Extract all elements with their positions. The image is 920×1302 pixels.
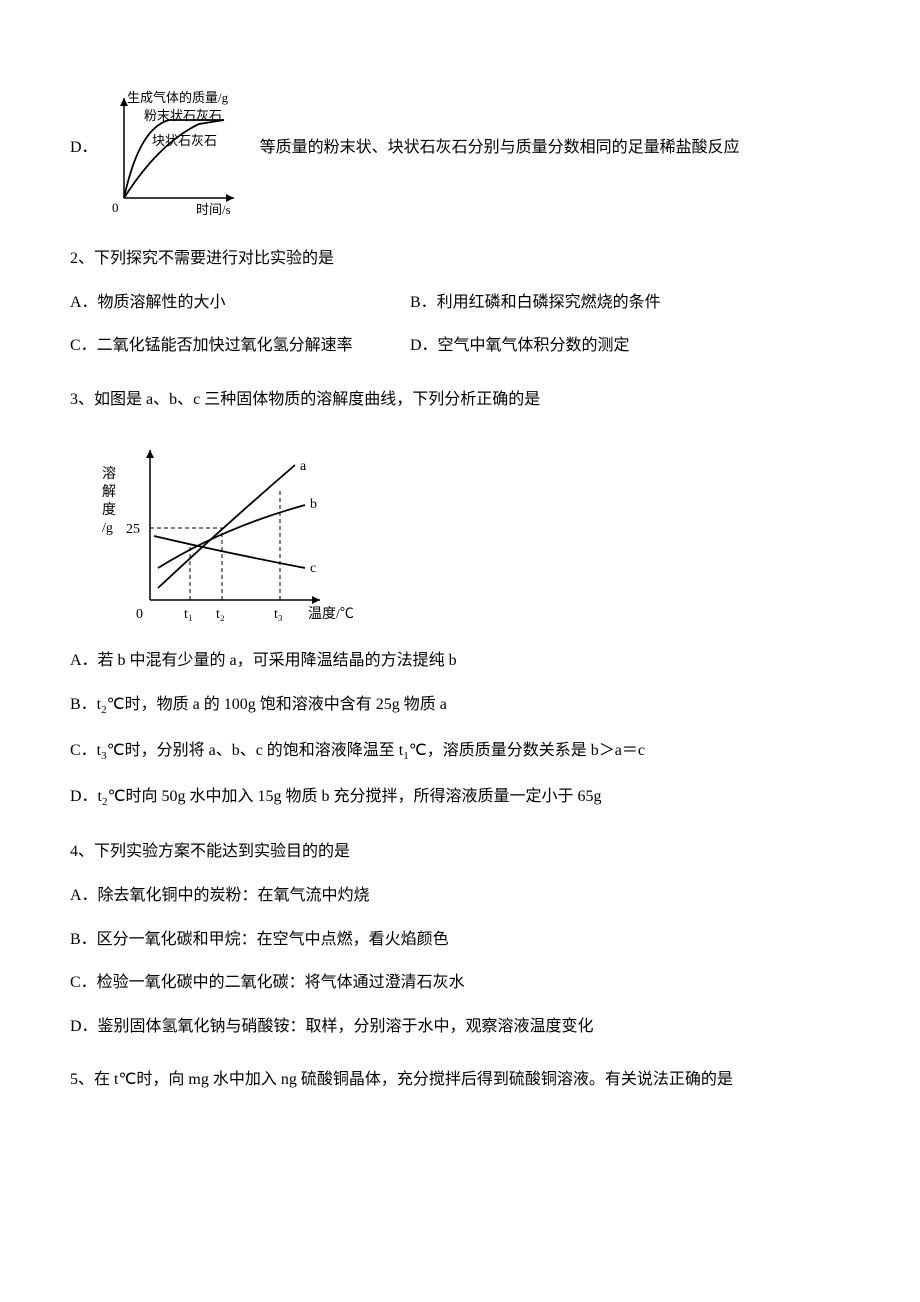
svg-text:b: b <box>310 497 317 512</box>
q3-d-pre: D．t <box>70 788 102 805</box>
q2-option-c: C．二氧化锰能否加快过氧化氢分解速率 <box>70 333 410 359</box>
q3-c-post: ℃，溶质质量分数关系是 b＞a＝c <box>409 742 645 759</box>
svg-text:0: 0 <box>136 607 143 622</box>
svg-text:25: 25 <box>126 522 140 537</box>
q2-row-ab: A．物质溶解性的大小 B．利用红磷和白磷探究燃烧的条件 <box>70 290 850 316</box>
svg-text:a: a <box>300 459 307 474</box>
svg-text:t₂: t₂ <box>216 607 225 622</box>
q4-option-c: C．检验一氧化碳中的二氧化碳：将气体通过澄清石灰水 <box>70 970 850 996</box>
option-d-chart: 生成气体的质量/g 粉末状石灰石块状石灰石时间/s 0 <box>104 78 254 218</box>
svg-text:t₃: t₃ <box>274 607 283 622</box>
q3-d-post: ℃时向 50g 水中加入 15g 物质 b 充分搅拌，所得溶液质量一定小于 65… <box>108 788 602 805</box>
svg-text:0: 0 <box>112 200 119 215</box>
option-d-prefix: D． <box>70 135 98 161</box>
svg-text:时间/s: 时间/s <box>196 202 231 217</box>
q3-c-pre: C．t <box>70 742 101 759</box>
svg-text:生成气体的质量/g: 生成气体的质量/g <box>127 90 229 105</box>
q2-stem: 2、下列探究不需要进行对比实验的是 <box>70 246 850 272</box>
q3-stem: 3、如图是 a、b、c 三种固体物质的溶解度曲线，下列分析正确的是 <box>70 387 850 413</box>
option-d-row: D． 生成气体的质量/g 粉末状石灰石块状石灰石时间/s 0 等质量的粉末状、块状石… <box>70 78 850 218</box>
svg-text:度: 度 <box>102 502 116 518</box>
q2-option-d: D．空气中氧气体积分数的测定 <box>410 333 630 359</box>
svg-text:解: 解 <box>102 484 116 500</box>
q3-b-post: ℃时，物质 a 的 100g 饱和溶液中含有 25g 物质 a <box>107 696 447 713</box>
q3-option-c: C．t3℃时，分别将 a、b、c 的饱和溶液降温至 t1℃，溶质质量分数关系是 … <box>70 738 850 766</box>
q3-chart: 溶解度/g 25 t₁ t₂ t₃ 0 温度/℃ a b c <box>70 430 850 630</box>
q2-option-a: A．物质溶解性的大小 <box>70 290 410 316</box>
q3-c-mid: ℃时，分别将 a、b、c 的饱和溶液降温至 t <box>107 742 404 759</box>
svg-text:溶: 溶 <box>102 466 116 482</box>
svg-text:c: c <box>310 561 316 576</box>
q3-b-pre: B．t <box>70 696 101 713</box>
svg-text:粉末状石灰石: 粉末状石灰石 <box>144 108 222 123</box>
q4-option-b: B．区分一氧化碳和甲烷：在空气中点燃，看火焰颜色 <box>70 927 850 953</box>
svg-text:温度/℃: 温度/℃ <box>308 606 354 622</box>
q4-option-a: A．除去氧化铜中的炭粉：在氧气流中灼烧 <box>70 883 850 909</box>
q2-row-cd: C．二氧化锰能否加快过氧化氢分解速率 D．空气中氧气体积分数的测定 <box>70 333 850 359</box>
q5-stem: 5、在 t℃时，向 mg 水中加入 ng 硫酸铜晶体，充分搅拌后得到硫酸铜溶液。… <box>70 1067 850 1093</box>
q3-option-d: D．t2℃时向 50g 水中加入 15g 物质 b 充分搅拌，所得溶液质量一定小… <box>70 784 850 812</box>
option-d-text: 等质量的粉末状、块状石灰石分别与质量分数相同的足量稀盐酸反应 <box>260 135 850 161</box>
q3-option-a: A．若 b 中混有少量的 a，可采用降温结晶的方法提纯 b <box>70 648 850 674</box>
svg-text:t₁: t₁ <box>184 607 193 622</box>
q4-stem: 4、下列实验方案不能达到实验目的的是 <box>70 839 850 865</box>
q2-option-b: B．利用红磷和白磷探究燃烧的条件 <box>410 290 661 316</box>
q3-option-b: B．t2℃时，物质 a 的 100g 饱和溶液中含有 25g 物质 a <box>70 692 850 720</box>
svg-text:/g: /g <box>102 521 113 536</box>
q4-option-d: D．鉴别固体氢氧化钠与硝酸铵：取样，分别溶于水中，观察溶液温度变化 <box>70 1014 850 1040</box>
svg-text:块状石灰石: 块状石灰石 <box>152 133 217 148</box>
